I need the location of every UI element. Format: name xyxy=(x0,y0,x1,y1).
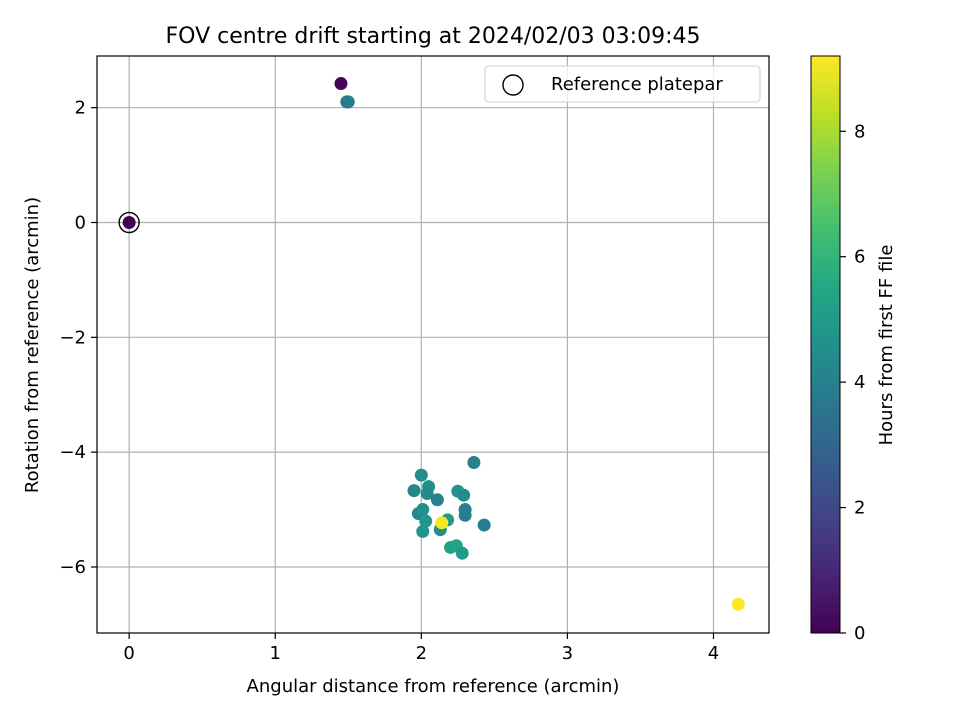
data-point xyxy=(416,503,430,517)
y-tick-label: −2 xyxy=(59,327,86,348)
x-tick-label: 1 xyxy=(269,643,280,664)
colorbar-tick-label: 8 xyxy=(854,121,865,142)
colorbar: 0 2 4 6 8 Hours from first FF file xyxy=(810,55,897,644)
x-axis: 0 1 2 3 4 xyxy=(123,633,719,664)
data-point xyxy=(430,493,444,507)
data-point xyxy=(731,597,745,611)
legend: Reference platepar xyxy=(484,65,761,103)
colorbar-label: Hours from first FF file xyxy=(876,245,897,446)
y-tick-label: −4 xyxy=(59,442,86,463)
y-tick-label: −6 xyxy=(59,557,86,578)
colorbar-ticks: 0 2 4 6 8 xyxy=(840,121,865,644)
x-axis-label: Angular distance from reference (arcmin) xyxy=(247,676,620,697)
legend-entry-label: Reference platepar xyxy=(551,74,723,95)
reference-platepar-marker xyxy=(118,211,140,234)
data-points xyxy=(118,77,745,611)
data-point xyxy=(467,455,481,469)
x-tick-label: 4 xyxy=(708,643,719,664)
data-point xyxy=(414,468,428,482)
colorbar-tick-label: 6 xyxy=(854,247,865,268)
colorbar-gradient xyxy=(810,55,841,634)
data-point xyxy=(435,516,449,530)
y-axis: 2 0 −2 −4 −6 xyxy=(59,98,97,578)
data-point xyxy=(122,215,136,229)
y-axis-label: Rotation from reference (arcmin) xyxy=(22,197,43,493)
x-tick-label: 3 xyxy=(562,643,573,664)
colorbar-tick-label: 4 xyxy=(854,372,865,393)
y-tick-label: 2 xyxy=(75,98,86,119)
data-point xyxy=(416,524,430,538)
data-point xyxy=(407,484,421,498)
colorbar-tick-label: 2 xyxy=(854,498,865,519)
data-point xyxy=(334,77,348,91)
legend-marker-reference xyxy=(502,74,524,96)
grid xyxy=(97,56,769,633)
x-tick-label: 0 xyxy=(123,643,134,664)
data-point xyxy=(455,546,469,560)
data-point xyxy=(458,508,472,522)
data-point xyxy=(420,486,434,500)
chart-title: FOV centre drift starting at 2024/02/03 … xyxy=(166,24,701,49)
colorbar-tick-label: 0 xyxy=(854,623,865,644)
data-point xyxy=(477,518,491,532)
data-point xyxy=(457,488,471,502)
y-tick-label: 0 xyxy=(75,212,86,233)
x-tick-label: 2 xyxy=(416,643,427,664)
legend-box xyxy=(484,65,761,103)
data-point xyxy=(419,514,433,528)
plot-area-frame xyxy=(96,55,770,634)
data-point xyxy=(341,95,355,109)
